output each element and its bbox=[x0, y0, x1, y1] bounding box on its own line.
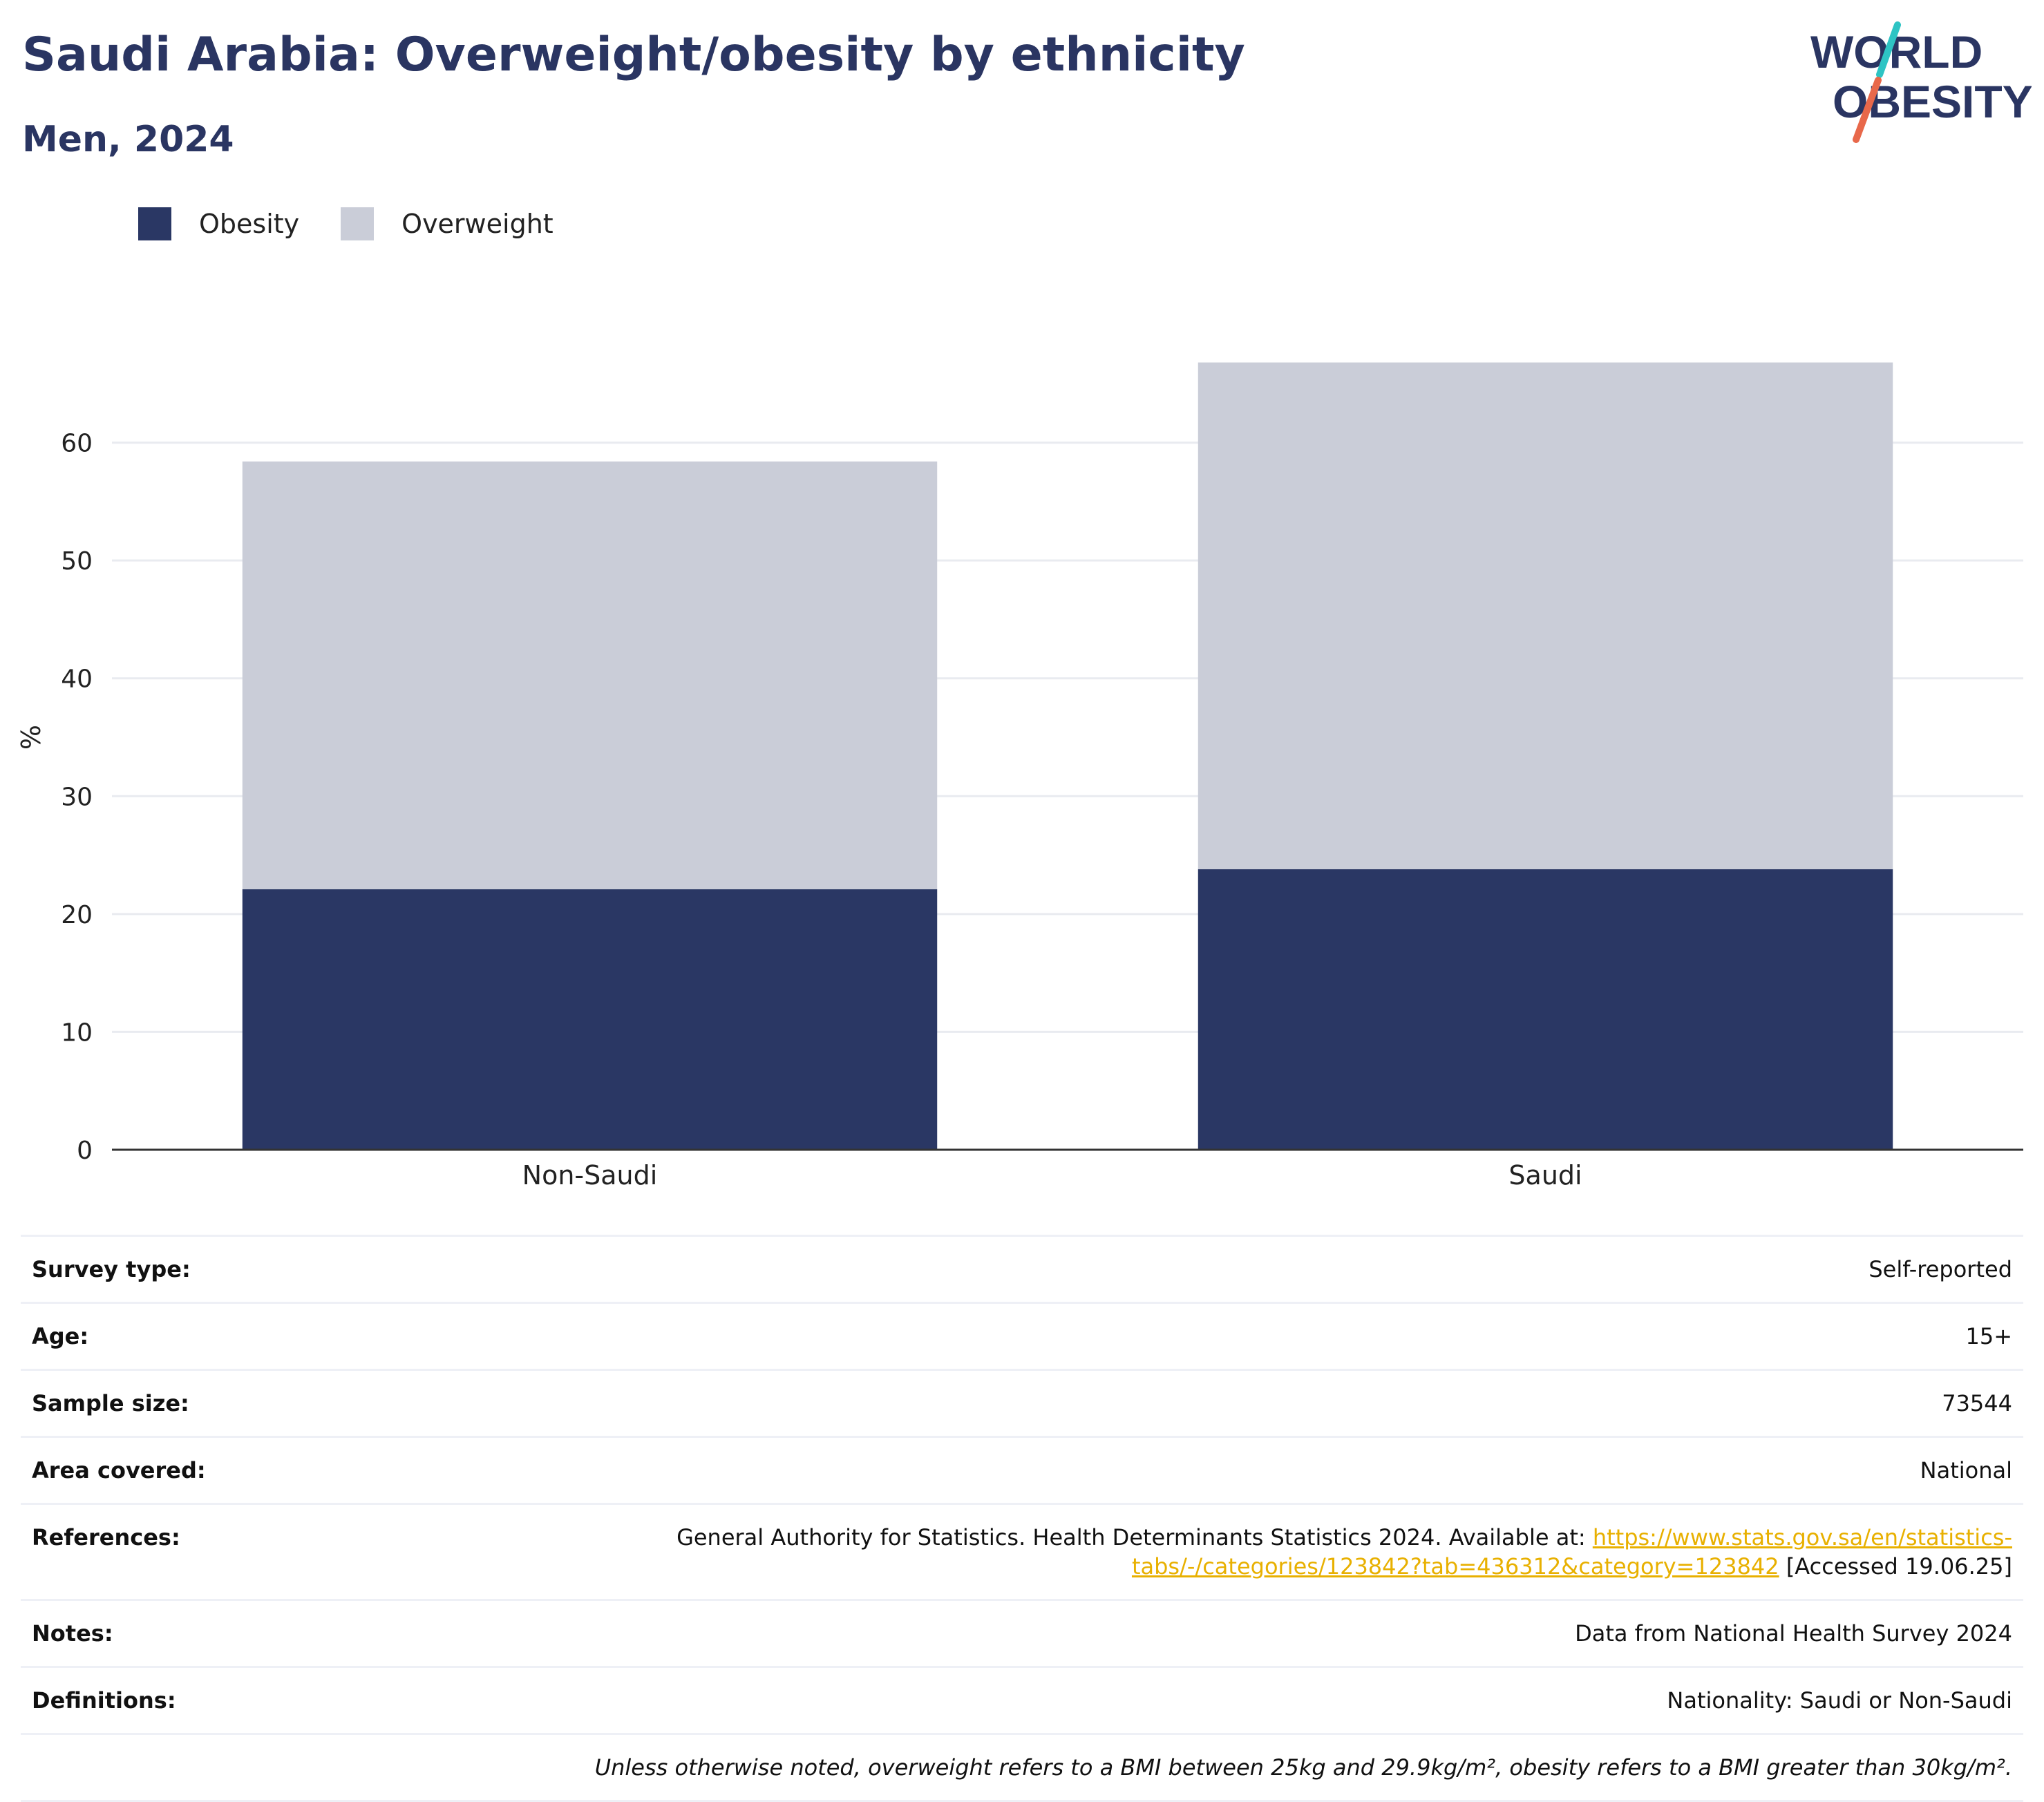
info-row-sample-size: Sample size: 73544 bbox=[21, 1371, 2023, 1438]
y-axis-label: % bbox=[16, 725, 46, 750]
info-row-definitions: Definitions: Nationality: Saudi or Non-S… bbox=[21, 1668, 2023, 1735]
y-tick-label: 20 bbox=[61, 901, 93, 929]
info-key: References: bbox=[32, 1524, 180, 1550]
info-value: Self-reported bbox=[1868, 1256, 2012, 1282]
info-key: Notes: bbox=[32, 1620, 113, 1647]
world-obesity-logo: WORLD OBESITY bbox=[1810, 21, 2032, 143]
info-key bbox=[32, 1753, 377, 1782]
legend-swatch-overweight bbox=[341, 207, 375, 240]
info-key: Definitions: bbox=[32, 1687, 176, 1714]
info-row-area-covered: Area covered: National bbox=[21, 1438, 2023, 1505]
info-value: 15+ bbox=[1965, 1323, 2012, 1349]
info-value: 73544 bbox=[1942, 1390, 2012, 1416]
legend-swatch-obesity bbox=[138, 207, 171, 240]
logo-slash-teal bbox=[1876, 21, 1901, 78]
info-value: General Authority for Statistics. Health… bbox=[423, 1523, 2012, 1581]
y-tick-label: 0 bbox=[77, 1137, 93, 1165]
legend-item-overweight[interactable]: Overweight bbox=[341, 207, 553, 240]
x-tick-label: Non-Saudi bbox=[522, 1160, 658, 1191]
info-row-bmi-note: Unless otherwise noted, overweight refer… bbox=[21, 1735, 2023, 1802]
x-tick-label: Saudi bbox=[1508, 1160, 1582, 1191]
info-value: Data from National Health Survey 2024 bbox=[1575, 1620, 2012, 1647]
chart-title: Saudi Arabia: Overweight/obesity by ethn… bbox=[22, 28, 1245, 82]
info-key: Area covered: bbox=[32, 1457, 206, 1483]
info-row-references: References: General Authority for Statis… bbox=[21, 1505, 2023, 1601]
legend-label-overweight: Overweight bbox=[401, 209, 553, 239]
bar-obesity-saudi bbox=[1198, 869, 1893, 1150]
bar-chart: 0 10 20 30 40 50 60 Non-Saudi Saudi% bbox=[16, 362, 2023, 1191]
reference-accessed: [Accessed 19.06.25] bbox=[1779, 1553, 2012, 1580]
chart-subtitle: Men, 2024 bbox=[22, 119, 234, 160]
logo-slash-coral bbox=[1853, 77, 1882, 143]
chart-legend: Obesity Overweight bbox=[138, 205, 595, 243]
bar-overweight-non-saudi bbox=[242, 461, 938, 890]
legend-item-obesity[interactable]: Obesity bbox=[138, 207, 299, 240]
info-value: National bbox=[1920, 1457, 2012, 1483]
bar-overweight-saudi bbox=[1198, 362, 1893, 870]
info-row-notes: Notes: Data from National Health Survey … bbox=[21, 1601, 2023, 1668]
y-tick-label: 30 bbox=[61, 783, 93, 811]
reference-text: General Authority for Statistics. Health… bbox=[676, 1524, 1593, 1550]
info-key: Age: bbox=[32, 1323, 89, 1349]
y-tick-label: 40 bbox=[61, 665, 93, 694]
y-tick-label: 50 bbox=[61, 547, 93, 576]
bar-obesity-non-saudi bbox=[242, 889, 938, 1150]
bmi-definition-note: Unless otherwise noted, overweight refer… bbox=[594, 1754, 2012, 1781]
info-key: Sample size: bbox=[32, 1390, 189, 1416]
info-row-age: Age: 15+ bbox=[21, 1304, 2023, 1371]
info-table: Survey type: Self-reported Age: 15+ Samp… bbox=[21, 1235, 2023, 1802]
y-tick-label: 60 bbox=[61, 430, 93, 458]
info-key: Survey type: bbox=[32, 1256, 191, 1282]
info-value: Nationality: Saudi or Non-Saudi bbox=[1667, 1687, 2012, 1714]
info-row-survey-type: Survey type: Self-reported bbox=[21, 1237, 2023, 1304]
reference-link[interactable]: https://www.stats.gov.sa/en/statistics-t… bbox=[1131, 1524, 2012, 1580]
legend-label-obesity: Obesity bbox=[199, 209, 300, 239]
y-tick-label: 10 bbox=[61, 1018, 93, 1047]
